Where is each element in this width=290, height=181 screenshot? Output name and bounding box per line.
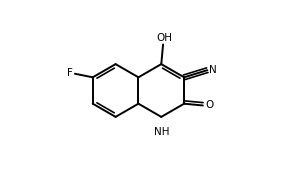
- Text: O: O: [206, 100, 214, 110]
- Text: N: N: [209, 65, 217, 75]
- Text: F: F: [67, 68, 73, 78]
- Text: NH: NH: [154, 127, 170, 137]
- Text: OH: OH: [156, 33, 172, 43]
